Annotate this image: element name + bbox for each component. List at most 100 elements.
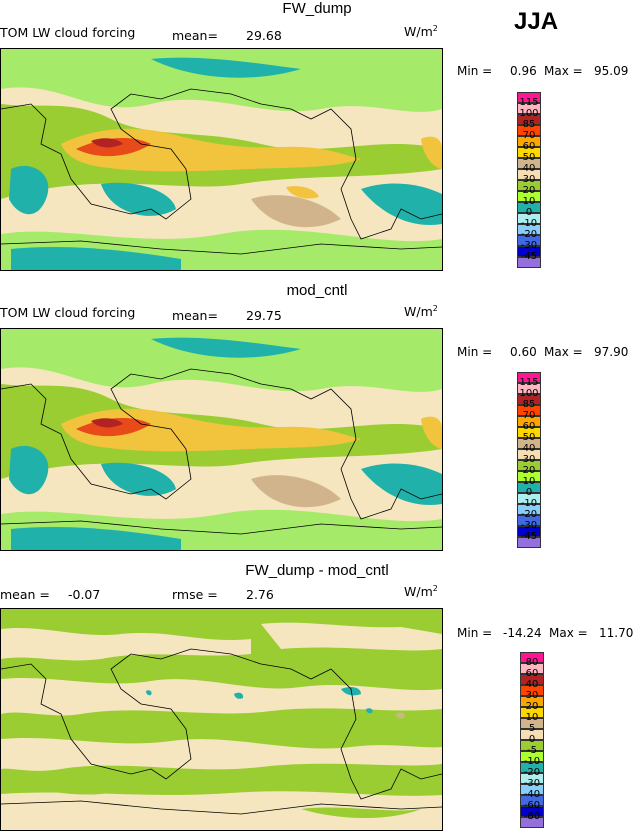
colorbar-tick-label: 0 <box>525 207 533 218</box>
colorbar-swatch <box>517 372 541 383</box>
colorbar-tick-label: 20 <box>522 465 536 476</box>
colorbar-tick-label: -10 <box>520 218 538 229</box>
colorbar-tick-label: 60 <box>522 421 536 432</box>
panel-3-rmse-label: rmse = <box>172 587 218 602</box>
colorbar-swatch <box>520 663 544 674</box>
panel-1-max-label: Max = <box>544 64 583 78</box>
colorbar-swatch <box>520 729 544 740</box>
colorbar-tick-label: 30 <box>522 174 536 185</box>
panel-2-max-label: Max = <box>544 345 583 359</box>
colorbar-tick-label: -20 <box>523 767 541 778</box>
colorbar-tick-label: 70 <box>522 410 536 421</box>
panel-2-contour-map <box>1 329 442 550</box>
colorbar-tick-label: 115 <box>519 377 539 388</box>
colorbar-swatch <box>520 795 544 806</box>
panel-3-title: FW_dump - mod_cntl <box>245 562 389 579</box>
colorbar-tick-label: -30 <box>520 240 538 251</box>
colorbar-tick-label: 0 <box>528 734 536 745</box>
colorbar-swatch <box>517 103 541 114</box>
panel-2-min-value: 0.60 <box>510 345 537 359</box>
colorbar-tick-label: 20 <box>525 701 539 712</box>
colorbar-tick-label: -80 <box>523 811 541 822</box>
panel-1-title: FW_dump <box>282 0 352 17</box>
colorbar-swatch <box>517 427 541 438</box>
panel-3-map <box>0 608 443 831</box>
colorbar-swatch <box>520 685 544 696</box>
colorbar-swatch <box>520 773 544 784</box>
panel-3-mean-label: mean = <box>0 587 50 602</box>
panel-1-max-value: 95.09 <box>594 64 629 78</box>
colorbar-tick-label: 115 <box>519 97 539 108</box>
colorbar-tick-label: 5 <box>528 723 536 734</box>
colorbar-tick-label: -20 <box>520 509 538 520</box>
panel-1-contour-map <box>1 49 442 270</box>
panel-2-max-value: 97.90 <box>594 345 629 359</box>
colorbar-swatch <box>520 751 544 762</box>
panel-1-variable-label: TOM LW cloud forcing <box>0 25 136 40</box>
colorbar-swatch <box>520 740 544 751</box>
colorbar-swatch <box>517 114 541 125</box>
colorbar-swatch <box>517 125 541 136</box>
panel-3-min-value: -14.24 <box>503 626 542 640</box>
panel-1-min-value: 0.96 <box>510 64 537 78</box>
colorbar-swatch <box>517 136 541 147</box>
panel-3-mean-value: -0.07 <box>68 587 101 602</box>
panel-1-min-label: Min = <box>457 64 493 78</box>
panel-2-title: mod_cntl <box>286 282 348 299</box>
colorbar-swatch <box>517 504 541 515</box>
colorbar-swatch <box>517 438 541 449</box>
colorbar-swatch <box>520 674 544 685</box>
colorbar-swatch <box>517 526 541 537</box>
panel-1-mean-label: mean= <box>172 28 218 43</box>
colorbar-tick-label: 100 <box>519 108 539 119</box>
colorbar-swatch <box>520 718 544 729</box>
colorbar-swatch <box>517 471 541 482</box>
colorbar-swatch <box>517 460 541 471</box>
colorbar-tick-label: -30 <box>520 520 538 531</box>
colorbar-swatch <box>517 92 541 103</box>
panel-1-units: W/m2 <box>404 24 438 40</box>
panel-2-mean-label: mean= <box>172 308 218 323</box>
colorbar-tick-label: 0 <box>525 487 533 498</box>
colorbar-swatch <box>517 394 541 405</box>
colorbar-tick-label: 10 <box>525 712 539 723</box>
colorbar-tick-label: 10 <box>522 196 536 207</box>
colorbar-tick-label: -60 <box>523 800 541 811</box>
panel-3-max-value: 11.70 <box>599 626 634 640</box>
colorbar-tick-label: 60 <box>525 668 539 679</box>
colorbar-tick-label: -45 <box>520 251 538 262</box>
colorbar-swatch <box>517 235 541 246</box>
panel-3-units: W/m2 <box>404 584 438 600</box>
panel-2-mean-value: 29.75 <box>246 308 282 323</box>
panel-1-mean-value: 29.68 <box>246 28 282 43</box>
colorbar-swatch <box>517 257 541 268</box>
colorbar-tick-label: 10 <box>522 476 536 487</box>
colorbar-swatch <box>520 652 544 663</box>
colorbar-swatch <box>517 383 541 394</box>
colorbar-swatch <box>520 784 544 795</box>
panel-2-map <box>0 328 443 551</box>
colorbar-swatch <box>517 537 541 548</box>
colorbar-swatch <box>520 707 544 718</box>
colorbar-swatch <box>517 493 541 504</box>
colorbar-tick-label: 50 <box>522 432 536 443</box>
colorbar-swatch <box>517 158 541 169</box>
colorbar-tick-label: 40 <box>522 443 536 454</box>
colorbar-swatch <box>517 213 541 224</box>
colorbar-swatch <box>520 817 544 828</box>
panel-3-max-label: Max = <box>549 626 588 640</box>
colorbar-tick-label: -10 <box>520 498 538 509</box>
colorbar-tick-label: 85 <box>522 399 536 410</box>
season-label: JJA <box>514 8 559 35</box>
colorbar-tick-label: -30 <box>523 778 541 789</box>
colorbar-swatch <box>517 169 541 180</box>
colorbar-swatch <box>520 762 544 773</box>
colorbar-swatch <box>517 224 541 235</box>
colorbar-tick-label: -45 <box>520 531 538 542</box>
colorbar-swatch <box>517 515 541 526</box>
colorbar-tick-label: 20 <box>522 185 536 196</box>
panel-1-map <box>0 48 443 271</box>
colorbar-tick-label: 30 <box>525 690 539 701</box>
colorbar-tick-label: 40 <box>522 163 536 174</box>
colorbar-swatch <box>517 246 541 257</box>
